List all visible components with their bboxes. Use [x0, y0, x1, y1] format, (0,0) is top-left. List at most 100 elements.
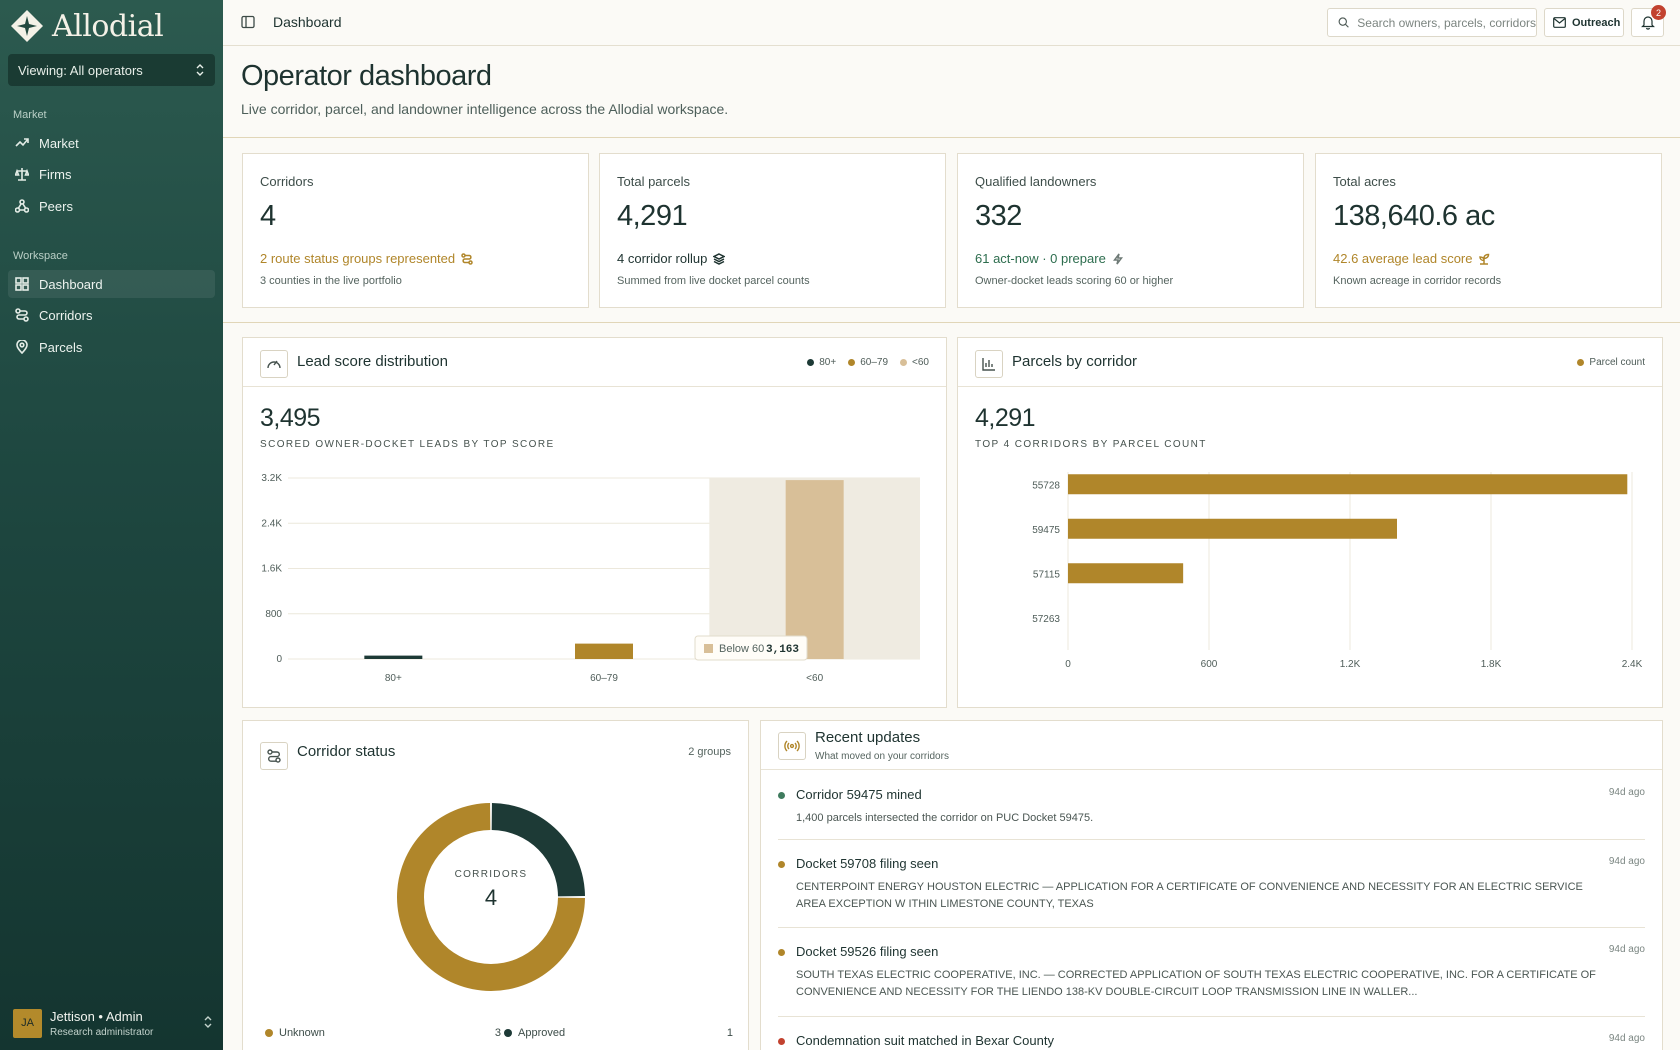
route-icon [15, 308, 29, 322]
page-subtitle: Live corridor, parcel, and landowner int… [241, 101, 729, 117]
stat-foot: Owner-docket leads scoring 60 or higher [975, 275, 1174, 287]
lead-score-panel: Lead score distribution 80+ 60–79 <60 3,… [242, 337, 947, 708]
stat-foot: Known acreage in corridor records [1333, 275, 1502, 287]
donut-center-value: 4 [484, 885, 498, 910]
update-title: Docket 59526 filing seen [796, 944, 939, 959]
y-tick-label: 55728 [1032, 480, 1060, 491]
chart-tooltip [694, 635, 808, 661]
status-dot [778, 792, 785, 799]
bar-57115 [1068, 563, 1184, 584]
groups-count: 2 groups [688, 746, 731, 758]
status-dot [778, 1038, 785, 1045]
lead-caption: SCORED OWNER-DOCKET LEADS BY TOP SCORE [260, 439, 555, 450]
sidebar-item-corridors[interactable]: Corridors [8, 301, 215, 329]
dashboard-icon [15, 277, 29, 291]
bar-59475 [1068, 518, 1397, 539]
sidebar: Allodial Viewing: All operators Market M… [0, 0, 223, 1050]
update-item[interactable]: Corridor 59475 mined 94d ago 1,400 parce… [778, 787, 1645, 827]
y-tick-label: 2.4K [261, 518, 282, 529]
user-role: Research administrator [50, 1026, 154, 1038]
update-title: Corridor 59475 mined [796, 787, 922, 802]
x-tick-label: 600 [1201, 659, 1218, 670]
panel-header: Lead score distribution 80+ 60–79 <60 [243, 338, 946, 387]
search-icon [1338, 17, 1349, 28]
stat-label: Corridors [260, 174, 314, 189]
operator-select-label: Viewing: All operators [18, 62, 143, 78]
stat-value: 332 [975, 200, 1022, 232]
donut-slice-approved [491, 803, 585, 897]
y-tick-label: 0 [276, 654, 282, 665]
sidebar-item-peers[interactable]: Peers [8, 192, 215, 220]
x-tick-label: 80+ [385, 673, 402, 684]
bar-chart-icon [975, 350, 1003, 378]
search-input[interactable]: Search owners, parcels, corridors [1327, 8, 1537, 37]
panel-title: Parcels by corridor [1012, 353, 1138, 370]
x-tick-label: 1.8K [1481, 659, 1502, 670]
sprout-icon [1479, 253, 1490, 265]
sidebar-item-parcels[interactable]: Parcels [8, 333, 215, 361]
stat-foot: 3 counties in the live portfolio [260, 275, 402, 287]
legend-item-80-plus: 80+ [807, 357, 836, 368]
recent-updates-panel: Recent updates What moved on your corrid… [760, 720, 1663, 1050]
sidebar-item-market[interactable]: Market [8, 129, 215, 157]
operator-select[interactable]: Viewing: All operators [8, 54, 215, 86]
stat-value: 4 [260, 200, 276, 232]
status-dot [778, 861, 785, 868]
stat-card-total-acres: Total acres 138,640.6 ac 42.6 average le… [1315, 153, 1662, 308]
tooltip-label: Below 60 [719, 643, 764, 655]
sidebar-item-dashboard[interactable]: Dashboard [8, 270, 215, 298]
update-item[interactable]: Docket 59708 filing seen 94d ago CENTERP… [778, 856, 1645, 916]
y-tick-label: 57115 [1033, 569, 1061, 580]
mail-icon [1553, 17, 1566, 28]
parcels-total: 4,291 [975, 404, 1036, 432]
avatar: JA [13, 1008, 42, 1038]
divider [778, 1016, 1645, 1017]
donut-center-label: CORRIDORS [454, 869, 528, 880]
panel-subtitle: What moved on your corridors [815, 751, 949, 762]
y-tick-label: 800 [265, 609, 282, 620]
panel-title: Recent updates [815, 729, 921, 746]
notifications-button[interactable]: 2 [1631, 5, 1666, 37]
brand-name: Allodial [52, 8, 164, 44]
stat-card-qualified-landowners: Qualified landowners 332 61 act-now · 0 … [957, 153, 1304, 308]
panel-title: Lead score distribution [297, 353, 448, 370]
outreach-button[interactable]: Outreach [1544, 8, 1624, 37]
stat-note-text: 42.6 average lead score [1333, 251, 1473, 266]
status-legend-count: 1 [726, 1027, 733, 1039]
lead-score-chart: 0 800 1.6K 2.4K 3.2K 80+ 60–79 <60 Below 60 3,163 [261, 473, 920, 684]
sidebar-toggle-icon[interactable] [241, 15, 255, 29]
sidebar-item-label: Corridors [39, 307, 93, 323]
tooltip-value: 3,163 [766, 644, 799, 656]
update-item[interactable]: Docket 59526 filing seen 94d ago SOUTH T… [778, 944, 1645, 1004]
corridor-status-donut [397, 803, 585, 991]
notification-badge: 2 [1651, 5, 1666, 20]
sidebar-item-firms[interactable]: Firms [8, 160, 215, 188]
x-tick-label: 60–79 [590, 673, 618, 684]
bar-1 [575, 643, 633, 659]
sidebar-item-label: Firms [39, 166, 72, 182]
legend-item-below-60: <60 [900, 357, 929, 368]
update-body: SOUTH TEXAS ELECTRIC COOPERATIVE, INC. —… [796, 969, 1596, 998]
status-dot [778, 949, 785, 956]
update-time: 94d ago [1608, 944, 1645, 955]
y-tick-label: 57263 [1032, 614, 1060, 625]
update-title: Docket 59708 filing seen [796, 856, 939, 871]
x-tick-label: 0 [1065, 659, 1071, 670]
chevron-updown-icon [204, 1016, 212, 1028]
update-item[interactable]: Condemnation suit matched in Bexar Count… [778, 1033, 1645, 1050]
chart-legend: 80+ 60–79 <60 [807, 357, 929, 368]
update-body: CENTERPOINT ENERGY HOUSTON ELECTRIC — AP… [796, 881, 1583, 910]
bar-55728 [1068, 474, 1628, 495]
brand[interactable]: Allodial [10, 8, 164, 44]
section-divider [223, 322, 1680, 323]
status-legend-approved: Approved 1 [504, 1027, 733, 1039]
sidebar-item-label: Peers [39, 198, 73, 214]
y-tick-label: 3.2K [261, 473, 282, 484]
x-tick-label: 2.4K [1622, 659, 1643, 670]
network-icon [15, 199, 29, 213]
user-menu[interactable]: JA Jettison • Admin Research administrat… [13, 1006, 213, 1040]
stat-note-text: 2 route status groups represented [260, 251, 456, 266]
scale-icon [15, 168, 29, 181]
stat-note: 2 route status groups represented [260, 251, 473, 266]
corridor-status-panel: Corridor status 2 groups CORRIDORS 4 Unk… [242, 720, 749, 1050]
